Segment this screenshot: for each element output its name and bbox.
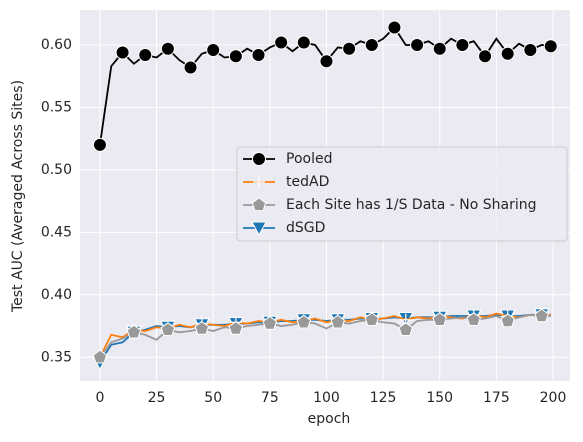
legend-label: tedAD <box>286 174 329 190</box>
marker <box>126 324 142 339</box>
y-tick-label: 0.40 <box>41 287 72 303</box>
y-tick-label: 0.60 <box>41 37 72 53</box>
marker <box>364 37 379 52</box>
marker <box>92 137 107 152</box>
marker <box>296 35 311 50</box>
y-axis-label: Test AUC (Averaged Across Sites) <box>10 80 26 313</box>
marker <box>138 47 153 62</box>
marker <box>160 322 176 336</box>
marker <box>296 314 312 329</box>
marker <box>228 49 243 64</box>
marker <box>251 47 266 62</box>
y-tick-label: 0.35 <box>41 349 72 365</box>
legend-label: Pooled <box>286 151 332 167</box>
legend-label: dSGD <box>286 220 325 236</box>
marker <box>432 41 447 56</box>
marker <box>543 39 558 54</box>
legend-box <box>236 146 568 242</box>
marker <box>534 308 549 323</box>
legend-label: Each Site has 1/S Data - No Sharing <box>286 197 537 213</box>
marker <box>478 49 493 64</box>
marker <box>228 320 244 335</box>
x-tick-label: 50 <box>204 390 222 406</box>
marker <box>342 41 357 56</box>
marker <box>523 42 538 57</box>
x-tick-label: 125 <box>370 390 397 406</box>
marker <box>410 37 425 52</box>
marker <box>500 46 515 61</box>
marker <box>160 41 175 56</box>
marker <box>183 60 198 75</box>
y-tick-label: 0.45 <box>41 224 72 240</box>
y-tick-label: 0.55 <box>41 99 72 115</box>
x-tick-label: 200 <box>540 390 567 406</box>
marker <box>432 312 447 326</box>
marker <box>274 35 289 50</box>
marker <box>319 54 334 69</box>
marker <box>194 320 210 335</box>
marker <box>92 349 108 364</box>
x-tick-label: 175 <box>483 390 510 406</box>
x-tick-label: 25 <box>148 390 166 406</box>
marker <box>206 42 221 57</box>
x-tick-label: 75 <box>261 390 279 406</box>
marker <box>466 312 481 326</box>
x-tick-label: 150 <box>426 390 453 406</box>
x-tick-label: 0 <box>95 390 104 406</box>
marker <box>398 322 414 336</box>
marker <box>500 313 515 328</box>
marker <box>455 37 470 52</box>
legend: Pooled tedAD Each Site has 1/S Data - No S… <box>236 146 568 242</box>
marker <box>251 197 267 212</box>
marker <box>253 176 265 188</box>
y-tick-label: 0.50 <box>41 162 72 178</box>
x-axis-label: epoch <box>308 411 351 427</box>
marker <box>330 314 346 329</box>
x-tick-label: 100 <box>313 390 340 406</box>
marker <box>364 312 380 326</box>
marker <box>251 221 267 237</box>
marker <box>115 45 130 60</box>
marker <box>252 152 266 166</box>
marker <box>262 315 278 330</box>
marker <box>387 20 402 35</box>
